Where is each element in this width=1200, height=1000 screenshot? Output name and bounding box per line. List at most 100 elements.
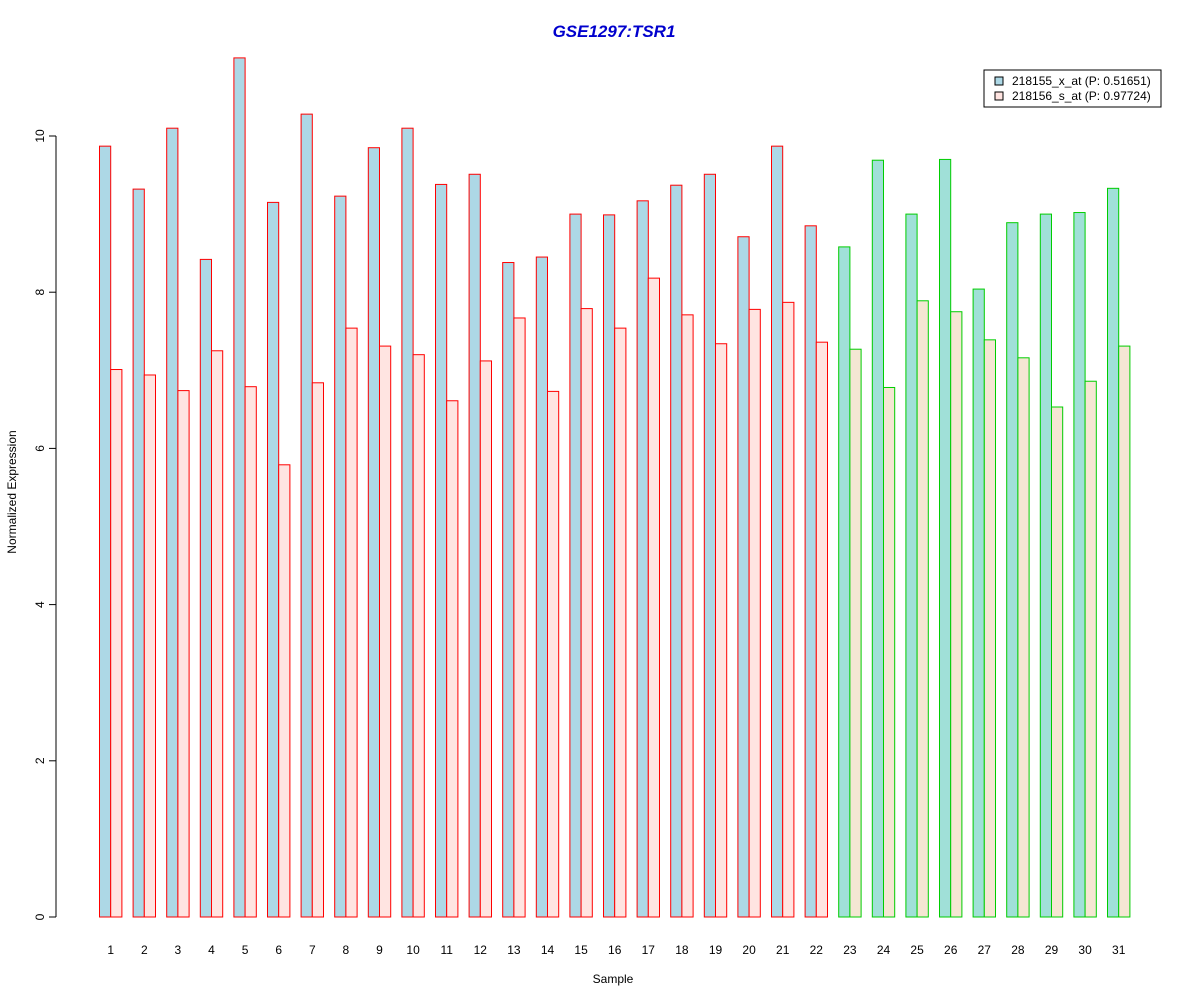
bars (99, 57, 1131, 918)
bar-series1-sample-26 (939, 158, 952, 918)
legend-swatch-2 (994, 91, 1004, 101)
bar-series1-sample-17 (636, 200, 649, 918)
y-tick-label: 0 (33, 913, 47, 920)
bar-series2-sample-13 (513, 317, 526, 918)
bar-series1-sample-21 (771, 145, 784, 918)
bar-series2-sample-27 (983, 339, 996, 918)
bar-series1-sample-14 (535, 256, 548, 918)
bar-series2-sample-26 (950, 311, 963, 918)
bar-series1-sample-4 (199, 258, 213, 918)
x-tick-label: 10 (406, 943, 420, 957)
x-tick-label: 18 (675, 943, 689, 957)
bar-series2-sample-31 (1118, 345, 1131, 918)
bar-series1-sample-5 (233, 57, 246, 918)
x-tick-label: 21 (776, 943, 790, 957)
x-tick-label: 17 (642, 943, 656, 957)
y-tick-label: 8 (33, 289, 47, 296)
bar-series2-sample-16 (614, 327, 627, 918)
chart-title: GSE1297:TSR1 (553, 22, 676, 41)
bar-series2-sample-7 (311, 382, 324, 918)
bar-series2-sample-2 (143, 374, 157, 918)
bar-series2-sample-8 (345, 327, 358, 918)
bar-series1-sample-27 (972, 288, 985, 918)
bar-series2-sample-11 (446, 400, 459, 918)
bar-series2-sample-30 (1084, 380, 1097, 918)
x-axis: 1 2 3 4 5 6 7 8 9 10 11 12 13 14 15 16 17 18 19 20 21 22 23 24 2… (107, 943, 1125, 957)
bar-series1-sample-22 (804, 225, 817, 918)
bar-series2-sample-1 (110, 369, 123, 918)
x-tick-label: 14 (541, 943, 555, 957)
y-tick-label: 6 (33, 445, 47, 452)
x-tick-label: 26 (944, 943, 958, 957)
x-tick-label: 8 (343, 943, 350, 957)
x-tick-label: 5 (242, 943, 249, 957)
bar-series2-sample-20 (748, 308, 761, 918)
bar-series2-sample-3 (177, 390, 190, 918)
x-tick-label: 7 (309, 943, 316, 957)
bar-series1-sample-18 (670, 184, 683, 918)
bar-series1-sample-23 (838, 246, 851, 918)
x-tick-label: 23 (843, 943, 857, 957)
bar-series2-sample-12 (479, 360, 492, 918)
bar-series1-sample-8 (334, 195, 347, 918)
legend-swatch-1 (994, 76, 1004, 86)
bar-series1-sample-25 (905, 213, 918, 918)
x-tick-label: 3 (175, 943, 182, 957)
x-tick-label: 28 (1011, 943, 1025, 957)
bar-series2-sample-18 (681, 314, 694, 918)
bar-series1-sample-20 (737, 236, 750, 918)
bar-series1-sample-6 (267, 201, 280, 918)
bar-series1-sample-1 (99, 145, 112, 918)
x-tick-label: 1 (107, 943, 114, 957)
x-tick-label: 31 (1112, 943, 1126, 957)
bar-series1-sample-24 (871, 159, 884, 918)
bar-series1-sample-15 (569, 213, 582, 918)
legend-label-1: 218155_x_at (P: 0.51651) (1012, 74, 1151, 88)
bar-series1-sample-3 (166, 127, 179, 918)
bar-series1-sample-19 (703, 173, 716, 918)
bar-series2-sample-15 (580, 308, 593, 918)
x-tick-label: 22 (810, 943, 824, 957)
bar-series1-sample-16 (603, 214, 616, 918)
bar-series2-sample-29 (1051, 406, 1064, 918)
bar-series1-sample-11 (435, 183, 448, 918)
bar-series2-sample-4 (211, 350, 224, 918)
bar-series2-sample-19 (715, 343, 728, 918)
x-tick-label: 9 (376, 943, 383, 957)
x-tick-label: 20 (742, 943, 756, 957)
bar-series2-sample-22 (815, 341, 828, 918)
bar-series2-sample-25 (916, 300, 929, 918)
legend: 218155_x_at (P: 0.51651) 218156_s_at (P:… (983, 69, 1162, 108)
x-tick-label: 19 (709, 943, 723, 957)
bar-series1-sample-29 (1039, 213, 1053, 918)
y-tick-label: 2 (33, 757, 47, 764)
bar-series1-sample-2 (132, 188, 145, 918)
bar-series1-sample-13 (502, 262, 515, 918)
bar-series2-sample-10 (412, 354, 425, 918)
x-tick-label: 12 (474, 943, 488, 957)
bar-series2-sample-24 (883, 386, 896, 918)
bar-series1-sample-12 (468, 173, 481, 918)
y-axis-label: Normalized Expression (5, 430, 19, 553)
bar-series2-sample-5 (244, 386, 257, 918)
bar-series2-sample-14 (547, 390, 560, 918)
x-tick-label: 25 (910, 943, 924, 957)
bar-series2-sample-17 (647, 277, 660, 918)
x-tick-label: 16 (608, 943, 622, 957)
x-tick-label: 4 (208, 943, 215, 957)
bar-series2-sample-6 (278, 464, 291, 918)
y-tick-label: 10 (33, 129, 47, 143)
x-tick-label: 13 (507, 943, 521, 957)
y-axis: 0 2 4 6 8 10 (33, 129, 57, 920)
x-axis-label: Sample (593, 972, 634, 986)
bar-series1-sample-7 (300, 113, 313, 918)
legend-box (983, 69, 1162, 108)
x-tick-label: 2 (141, 943, 148, 957)
bar-series2-sample-23 (849, 348, 862, 918)
y-tick-label: 4 (33, 601, 47, 608)
bar-series1-sample-9 (367, 147, 380, 918)
bar-series1-sample-30 (1073, 212, 1086, 918)
x-tick-label: 30 (1078, 943, 1092, 957)
x-tick-label: 24 (877, 943, 891, 957)
